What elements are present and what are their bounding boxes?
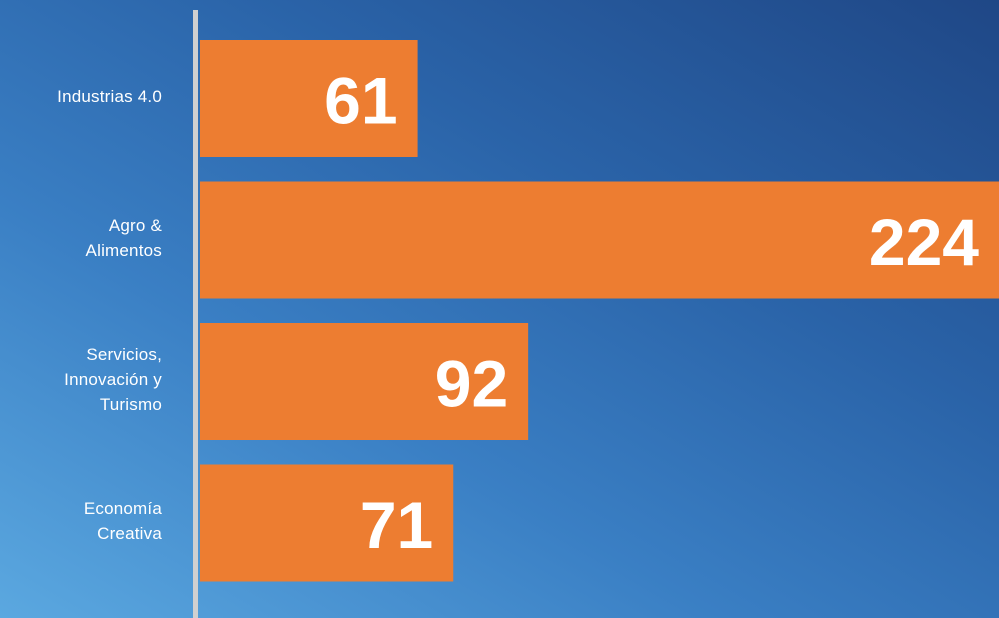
value-label: 71	[360, 488, 433, 562]
category-label: Agro & Alimentos	[85, 216, 162, 260]
value-label: 224	[869, 205, 979, 279]
category-label: Industrias 4.0	[57, 87, 162, 106]
axis-line	[193, 10, 198, 618]
value-label: 61	[324, 64, 397, 138]
bar	[200, 464, 454, 582]
category-label: Economía Creativa	[83, 499, 162, 543]
value-label: 92	[435, 347, 508, 421]
bar	[200, 181, 999, 299]
bar	[200, 323, 529, 440]
category-label: Servicios, Innovación y Turismo	[64, 345, 162, 414]
bar	[200, 40, 418, 157]
